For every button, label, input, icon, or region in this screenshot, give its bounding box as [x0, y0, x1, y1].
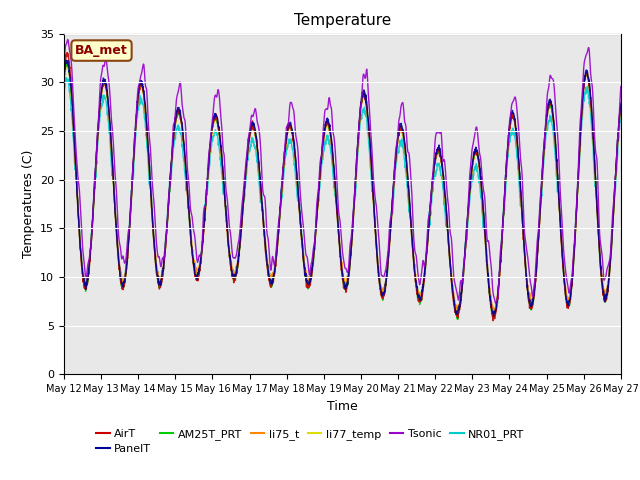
- Y-axis label: Temperatures (C): Temperatures (C): [22, 150, 35, 258]
- Text: BA_met: BA_met: [75, 44, 128, 57]
- X-axis label: Time: Time: [327, 400, 358, 413]
- Legend: AirT, PanelT, AM25T_PRT, li75_t, li77_temp, Tsonic, NR01_PRT: AirT, PanelT, AM25T_PRT, li75_t, li77_te…: [92, 424, 529, 459]
- Title: Temperature: Temperature: [294, 13, 391, 28]
